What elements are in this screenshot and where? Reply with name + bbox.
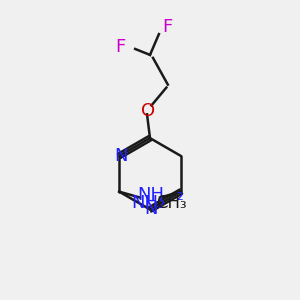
Text: NH: NH	[137, 186, 164, 204]
Text: NH₂: NH₂	[131, 194, 165, 212]
Text: F: F	[115, 38, 125, 56]
Text: N: N	[114, 147, 127, 165]
Text: O: O	[142, 102, 156, 120]
Text: F: F	[163, 18, 173, 36]
Text: ₂: ₂	[164, 186, 183, 204]
Text: CH₃: CH₃	[156, 194, 187, 212]
Text: N: N	[145, 200, 158, 218]
